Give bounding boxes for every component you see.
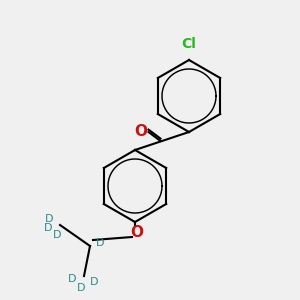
Text: D: D bbox=[53, 230, 61, 241]
Text: D: D bbox=[45, 214, 54, 224]
Text: D: D bbox=[96, 238, 105, 248]
Text: D: D bbox=[44, 223, 52, 233]
Text: D: D bbox=[77, 283, 85, 293]
Text: O: O bbox=[134, 124, 148, 140]
Text: Cl: Cl bbox=[182, 38, 196, 51]
Text: D: D bbox=[68, 274, 76, 284]
Text: O: O bbox=[130, 225, 143, 240]
Text: D: D bbox=[90, 277, 99, 287]
